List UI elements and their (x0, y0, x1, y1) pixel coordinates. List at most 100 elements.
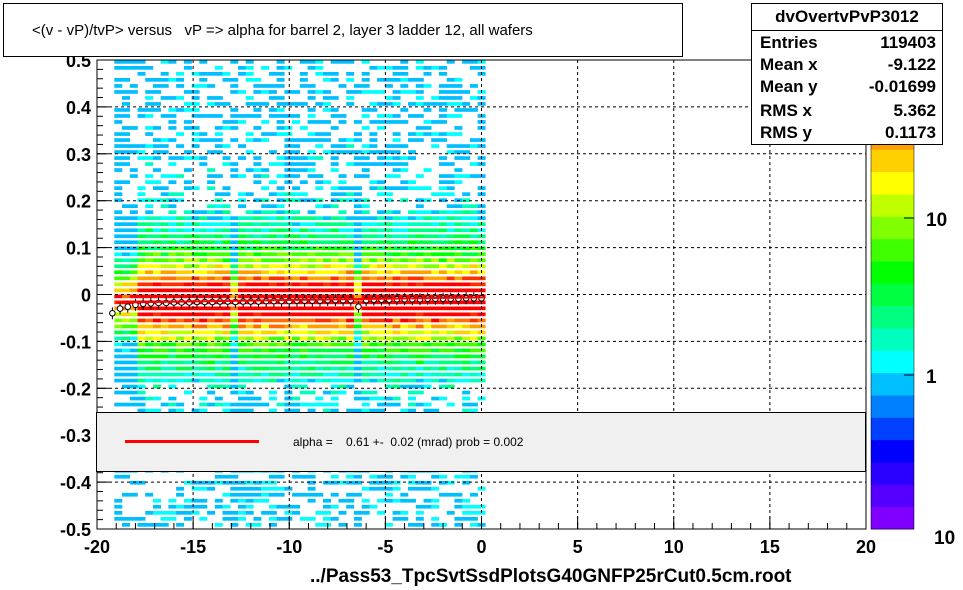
heatmap-cell (392, 372, 401, 377)
heatmap-cell (230, 354, 239, 359)
heatmap-cell (253, 294, 262, 299)
heatmap-cell (307, 372, 316, 377)
heatmap-cell (230, 234, 239, 239)
heatmap-cell (446, 258, 455, 263)
palette-segment (871, 350, 914, 374)
heatmap-cell (469, 318, 478, 323)
heatmap-cell (153, 378, 161, 383)
heatmap-cell (446, 192, 455, 196)
heatmap-cell (214, 474, 223, 479)
heatmap-cell (268, 288, 277, 293)
heatmap-cell (168, 276, 177, 281)
heatmap-cell (462, 498, 471, 503)
heatmap-cell (153, 246, 161, 251)
heatmap-cell (183, 517, 192, 521)
heatmap-cell (137, 366, 146, 371)
heatmap-cell (137, 264, 146, 269)
heatmap-cell (253, 276, 262, 281)
heatmap-cell (369, 132, 378, 136)
heatmap-cell (384, 66, 393, 70)
heatmap-cell (469, 66, 478, 70)
heatmap-cell (446, 306, 455, 311)
heatmap-cell (462, 354, 471, 359)
heatmap-cell (415, 480, 424, 485)
heatmap-cell (183, 306, 192, 311)
heatmap-cell (346, 378, 355, 383)
heatmap-cell (230, 342, 239, 347)
heatmap-cell (361, 312, 370, 317)
x-tick-label: 0 (476, 537, 486, 557)
heatmap-cell (137, 114, 146, 118)
heatmap-cell (168, 288, 177, 293)
heatmap-cell (261, 174, 270, 178)
heatmap-cell (292, 396, 301, 401)
heatmap-cell (292, 144, 301, 148)
heatmap-cell (122, 234, 130, 239)
heatmap-cell (299, 84, 308, 88)
heatmap-cell (439, 258, 447, 263)
heatmap-cell (446, 186, 455, 190)
heatmap-cell (145, 354, 154, 359)
heatmap-cell (222, 192, 231, 196)
heatmap-cell (114, 324, 123, 329)
heatmap-cell (392, 306, 401, 311)
heatmap-cell (276, 84, 285, 88)
heatmap-cell (469, 372, 478, 377)
heatmap-cell (268, 96, 277, 100)
heatmap-cell (238, 366, 246, 371)
heatmap-cell (160, 192, 169, 196)
heatmap-cell (122, 390, 130, 395)
heatmap-cell (361, 282, 370, 287)
heatmap-cell (191, 126, 200, 130)
heatmap-cell (137, 60, 146, 64)
heatmap-cell (431, 318, 440, 323)
heatmap-cell (361, 234, 370, 239)
heatmap-cell (315, 60, 324, 64)
heatmap-cell (369, 66, 378, 70)
heatmap-cell (238, 354, 246, 359)
heatmap-cell (222, 72, 231, 76)
heatmap-cell (284, 144, 293, 148)
heatmap-cell (323, 240, 331, 245)
heatmap-cell (439, 396, 447, 401)
heatmap-cell (145, 336, 154, 341)
heatmap-cell (353, 354, 362, 359)
heatmap-cell (408, 372, 416, 377)
heatmap-cell (145, 511, 154, 515)
heatmap-cell (153, 498, 161, 503)
heatmap-cell (469, 264, 478, 269)
heatmap-cell (160, 294, 169, 299)
heatmap-cell (431, 378, 440, 383)
heatmap-cell (462, 228, 471, 233)
heatmap-cell (469, 174, 478, 178)
heatmap-cell (384, 156, 393, 160)
heatmap-cell (137, 378, 146, 383)
heatmap-cell (207, 114, 216, 118)
heatmap-cell (268, 192, 277, 196)
heatmap-cell (183, 480, 192, 485)
heatmap-cell (176, 486, 185, 491)
heatmap-cell (238, 282, 246, 287)
heatmap-cell (439, 114, 447, 118)
heatmap-cell (415, 90, 424, 94)
heatmap-cell (145, 324, 154, 329)
heatmap-cell (253, 222, 262, 226)
heatmap-cell (400, 282, 409, 287)
heatmap-cell (292, 324, 301, 329)
heatmap-cell (129, 282, 138, 287)
heatmap-cell (315, 156, 324, 160)
heatmap-cell (377, 264, 386, 269)
heatmap-cell (284, 156, 293, 160)
heatmap-cell (214, 138, 223, 142)
heatmap-cell (122, 150, 130, 154)
heatmap-cell (129, 348, 138, 353)
heatmap-cell (168, 378, 177, 383)
heatmap-cell (253, 282, 262, 287)
heatmap-cell (145, 372, 154, 377)
heatmap-cell (346, 240, 355, 245)
heatmap-cell (214, 198, 223, 202)
heatmap-cell (245, 511, 254, 515)
heatmap-cell (183, 282, 192, 287)
heatmap-cell (230, 348, 239, 353)
heatmap-cell (253, 486, 262, 491)
